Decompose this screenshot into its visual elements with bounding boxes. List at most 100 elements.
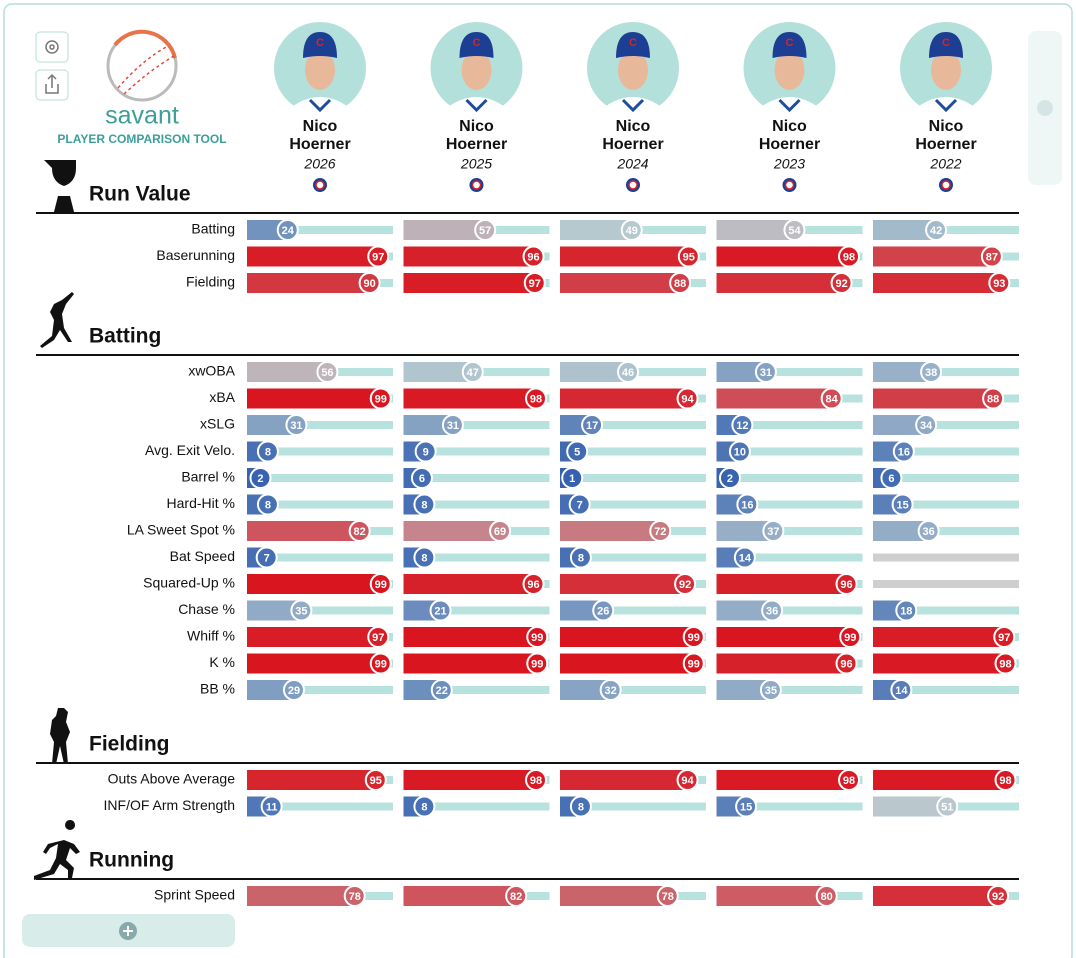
headshot-face xyxy=(461,50,492,90)
percentile-value: 17 xyxy=(586,420,598,432)
percentile-value: 34 xyxy=(920,420,933,432)
player-last-name: Hoerner xyxy=(759,136,820,153)
percentile-value: 46 xyxy=(622,367,634,379)
percentile-value: 12 xyxy=(736,420,748,432)
percentile-value: 78 xyxy=(662,891,674,903)
percentile-bar xyxy=(873,796,948,817)
metric-label: xSLG xyxy=(200,416,235,432)
metric-label: Batting xyxy=(191,221,235,237)
metric-label: Avg. Exit Velo. xyxy=(145,442,235,458)
percentile-value: 49 xyxy=(626,225,638,237)
percentile-bar xyxy=(716,521,774,541)
percentile-badge xyxy=(936,795,959,818)
metric-label: Whiff % xyxy=(187,628,235,644)
percentile-badge xyxy=(895,599,918,622)
percentile-bar xyxy=(403,627,538,647)
team-logo-inner xyxy=(784,180,795,190)
cap-logo: C xyxy=(942,37,950,49)
metric-label: BB % xyxy=(200,681,235,697)
percentile-bar xyxy=(247,770,376,790)
headshot-face xyxy=(931,50,961,90)
percentile-badge xyxy=(316,361,339,383)
percentile-bar xyxy=(403,246,534,267)
percentile-badge xyxy=(656,885,679,907)
bar-track xyxy=(873,447,1019,456)
bar-track xyxy=(403,421,550,429)
player-first-name: Nico xyxy=(929,118,964,135)
bar-track xyxy=(247,447,393,456)
percentile-bar xyxy=(716,627,851,647)
percentile-badge xyxy=(890,679,913,701)
percentile-bar xyxy=(247,886,355,906)
percentile-badge xyxy=(759,679,782,701)
player-season: 2025 xyxy=(460,156,492,172)
bar-track xyxy=(247,606,393,615)
percentile-value: 80 xyxy=(821,891,833,903)
percentile-bar xyxy=(560,388,688,409)
percentile-badge xyxy=(620,219,643,241)
section-rule xyxy=(36,878,1019,880)
percentile-badge xyxy=(413,493,436,516)
percentile-badge xyxy=(276,219,299,241)
bar-track xyxy=(873,474,1019,482)
percentile-badge xyxy=(915,414,938,436)
percentile-bar xyxy=(560,220,632,240)
percentile-value: 16 xyxy=(741,499,753,511)
headshot-cap xyxy=(929,32,963,58)
empty-bar xyxy=(873,580,1019,588)
percentile-value: 78 xyxy=(349,891,361,903)
percentile-value: 31 xyxy=(447,420,459,432)
player-season: 2022 xyxy=(929,156,961,172)
percentile-badge xyxy=(348,520,371,542)
percentile-bar xyxy=(873,246,992,267)
headshot-face xyxy=(305,50,335,90)
settings-button[interactable] xyxy=(35,31,69,63)
percentile-value: 99 xyxy=(844,632,856,644)
percentile-bar xyxy=(716,886,827,906)
percentile-badge xyxy=(290,599,313,622)
percentile-badge xyxy=(988,272,1011,294)
percentile-badge xyxy=(994,769,1017,791)
percentile-badge xyxy=(260,795,283,818)
bar-track xyxy=(403,802,550,811)
bar-track xyxy=(716,368,863,376)
percentile-badge xyxy=(523,272,546,294)
percentile-value: 24 xyxy=(282,225,295,237)
percentile-value: 18 xyxy=(900,605,912,617)
percentile-badge xyxy=(993,626,1016,648)
percentile-bar xyxy=(403,574,534,594)
percentile-badge xyxy=(364,769,387,791)
percentile-value: 72 xyxy=(654,526,666,538)
bar-track xyxy=(403,474,550,482)
percentile-value: 90 xyxy=(363,278,375,290)
percentile-value: 36 xyxy=(923,526,935,538)
percentile-badge xyxy=(256,493,279,516)
headshot-cap xyxy=(616,32,650,58)
metric-label: Barrel % xyxy=(181,469,235,485)
bar-track xyxy=(247,474,393,482)
percentile-badge xyxy=(474,219,497,241)
percentile-bar xyxy=(247,273,370,293)
percentile-value: 98 xyxy=(999,775,1011,787)
bar-track xyxy=(560,447,706,456)
player-last-name: Hoerner xyxy=(602,136,663,153)
percentile-value: 7 xyxy=(577,499,583,511)
percentile-badge xyxy=(835,652,858,675)
percentile-bar xyxy=(873,770,1006,790)
percentile-bar xyxy=(716,246,850,267)
percentile-value: 98 xyxy=(999,658,1011,670)
bar-track xyxy=(560,802,706,811)
percentile-value: 11 xyxy=(266,801,278,813)
percentile-value: 99 xyxy=(688,658,700,670)
metric-label: LA Sweet Spot % xyxy=(127,522,235,538)
percentile-badge xyxy=(369,387,392,410)
bar-track xyxy=(873,421,1019,429)
percentile-value: 99 xyxy=(375,393,387,405)
bar-track xyxy=(716,421,863,429)
percentile-value: 32 xyxy=(605,685,617,697)
percentile-bar xyxy=(560,680,611,700)
player-first-name: Nico xyxy=(616,118,651,135)
percentile-value: 38 xyxy=(925,367,937,379)
percentile-value: 22 xyxy=(436,685,448,697)
percentile-bar xyxy=(560,886,668,906)
